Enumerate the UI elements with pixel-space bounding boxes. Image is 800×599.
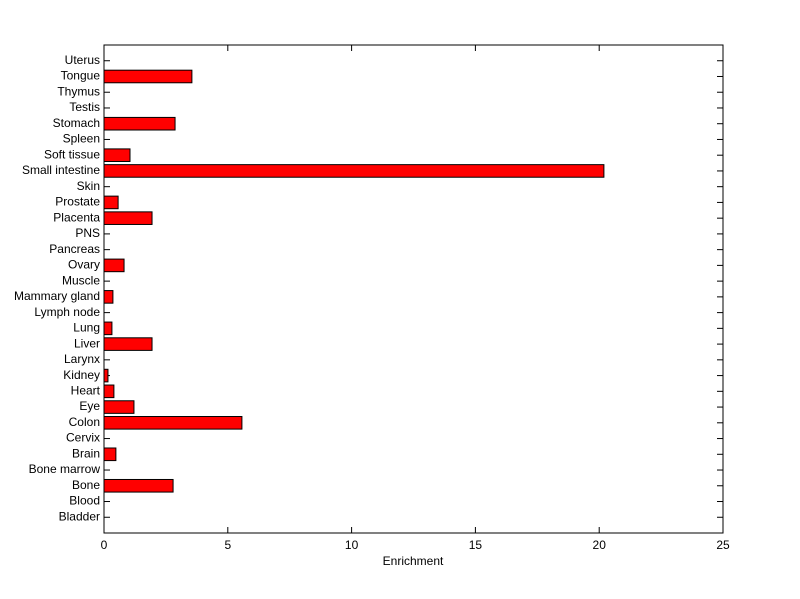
y-tick-label: Spleen <box>63 132 100 146</box>
bar <box>103 321 113 336</box>
y-tick-label: Thymus <box>57 84 100 98</box>
plot-area <box>104 45 723 533</box>
y-tick-label: PNS <box>75 226 100 240</box>
bar <box>103 337 153 351</box>
y-tick-label: Soft tissue <box>44 147 100 161</box>
bar <box>103 400 135 414</box>
bar <box>103 478 174 493</box>
bar <box>103 195 119 210</box>
bar <box>103 258 125 273</box>
y-tick-label: Testis <box>69 100 100 114</box>
y-tick-label: Brain <box>72 446 100 460</box>
bar <box>103 384 115 399</box>
y-tick-label: Ovary <box>68 258 100 272</box>
x-tick-label: 20 <box>593 538 607 552</box>
y-tick-label: Mammary gland <box>14 289 100 303</box>
y-tick-label: Small intestine <box>22 163 100 177</box>
y-tick-label: Liver <box>74 336 100 350</box>
y-tick-label: Bone <box>72 478 100 492</box>
bar <box>103 69 193 84</box>
y-tick-label: Muscle <box>62 273 100 287</box>
y-tick-label: Colon <box>69 415 100 429</box>
y-tick-label: Heart <box>71 383 101 397</box>
y-tick-label: Uterus <box>65 53 100 67</box>
x-tick-label: 10 <box>345 538 359 552</box>
y-tick-label: Lung <box>73 321 100 335</box>
bar <box>103 368 109 383</box>
y-tick-label: Placenta <box>53 210 100 224</box>
y-tick-label: Cervix <box>66 431 100 445</box>
y-tick-label: Bone marrow <box>29 462 101 476</box>
bar <box>103 211 153 225</box>
bar <box>103 148 131 162</box>
x-tick-label: 0 <box>101 538 108 552</box>
bar <box>103 290 114 304</box>
y-tick-label: Prostate <box>55 195 100 209</box>
x-tick-label: 15 <box>469 538 483 552</box>
x-axis-label: Enrichment <box>383 554 444 568</box>
x-tick-label: 5 <box>224 538 231 552</box>
y-tick-label: Blood <box>69 494 100 508</box>
y-tick-label: Tongue <box>61 69 101 83</box>
y-tick-label: Skin <box>77 179 100 193</box>
y-tick-label: Lymph node <box>34 305 100 319</box>
y-tick-label: Bladder <box>59 509 100 523</box>
y-tick-label: Kidney <box>63 368 100 382</box>
bar <box>103 116 176 131</box>
x-tick-label: 25 <box>716 538 730 552</box>
y-tick-label: Larynx <box>64 352 100 366</box>
y-tick-label: Stomach <box>53 116 100 130</box>
y-tick-label: Pancreas <box>49 242 100 256</box>
bar <box>103 447 117 462</box>
y-tick-label: Eye <box>79 399 100 413</box>
bar <box>103 416 243 430</box>
plot-frame <box>103 44 724 534</box>
bar <box>103 164 605 178</box>
